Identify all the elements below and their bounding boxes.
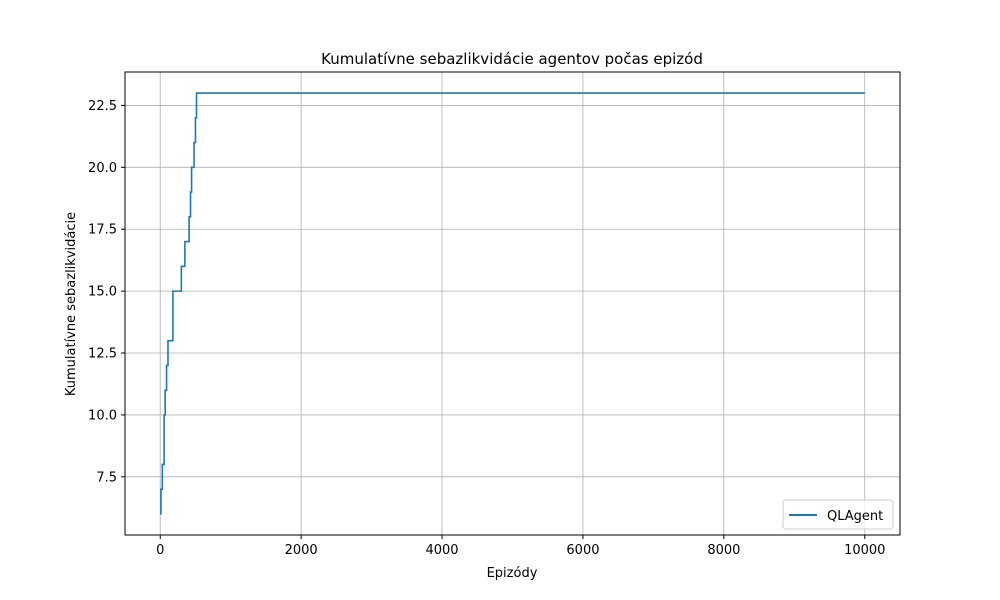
x-tick-label: 8000 <box>707 543 740 558</box>
y-tick-label: 7.5 <box>96 470 117 485</box>
plot-frame <box>124 71 901 536</box>
x-tick-label: 2000 <box>285 543 318 558</box>
legend: QLAgent <box>782 499 894 530</box>
y-tick-label: 15.0 <box>88 285 117 300</box>
y-tick-label: 20.0 <box>88 161 117 176</box>
grid <box>125 72 900 535</box>
legend-box <box>782 499 894 530</box>
y-axis-ticks: 7.5 10.0 12.5 15.0 17.5 20.0 22.5 <box>88 99 125 485</box>
legend-label: QLAgent <box>827 509 883 524</box>
y-tick-label: 10.0 <box>88 408 117 423</box>
series-layer <box>160 92 865 515</box>
x-axis-ticks: 0 2000 4000 6000 8000 10000 <box>156 535 885 558</box>
x-tick-label: 6000 <box>566 543 599 558</box>
y-tick-label: 12.5 <box>88 347 117 362</box>
series-line <box>160 92 865 515</box>
y-tick-label: 17.5 <box>88 223 117 238</box>
y-tick-label: 22.5 <box>88 99 117 114</box>
x-tick-label: 4000 <box>425 543 458 558</box>
x-axis-label: Epizódy <box>487 566 538 581</box>
x-tick-label: 10000 <box>844 543 885 558</box>
x-tick-label: 0 <box>156 543 164 558</box>
y-axis-label: Kumulatívne sebazlikvidácie <box>64 212 79 396</box>
chart-title: Kumulatívne sebazlikvidácie agentov poča… <box>321 50 703 68</box>
